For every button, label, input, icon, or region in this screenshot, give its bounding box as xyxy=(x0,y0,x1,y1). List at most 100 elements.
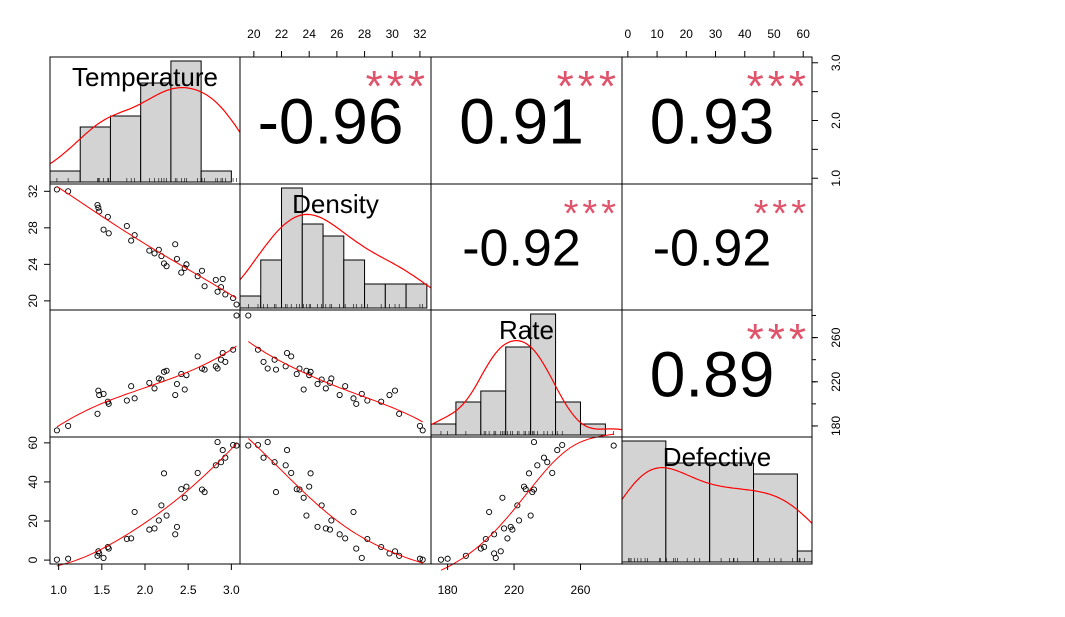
x-tick-label-defective: 20 xyxy=(680,27,694,41)
x-tick-label-rate: 220 xyxy=(504,583,524,597)
scatter-point-defective-vs-rate xyxy=(501,525,508,532)
scatter-point-defective-vs-temperature xyxy=(201,489,208,496)
scatter-point-rate-vs-density xyxy=(260,358,267,365)
scatter-point-rate-vs-density xyxy=(419,427,426,434)
panel-frame xyxy=(49,183,241,311)
histogram-bar-defective xyxy=(709,462,755,563)
scatter-point-rate-vs-temperature xyxy=(94,410,101,417)
scatter-point-rate-vs-temperature xyxy=(128,383,135,390)
scatter-point-defective-vs-temperature xyxy=(194,469,201,477)
variable-label-temperature: Temperature xyxy=(72,62,218,92)
scatter-point-rate-vs-density xyxy=(288,353,295,360)
scatter-point-defective-vs-rate xyxy=(544,459,551,466)
scatter-point-defective-vs-density xyxy=(260,454,267,461)
scatter-point-defective-vs-density xyxy=(306,483,313,490)
scatter-point-defective-vs-temperature xyxy=(222,454,229,461)
scatter-point-defective-vs-density xyxy=(322,525,329,532)
scatter-point-rate-vs-temperature xyxy=(163,367,170,374)
scatter-point-defective-vs-temperature xyxy=(131,508,138,516)
scatter-point-defective-vs-rate xyxy=(554,447,561,454)
scatter-point-density-vs-temperature xyxy=(181,264,188,272)
smooth-line-density-vs-temperature xyxy=(56,185,237,299)
smooth-line-defective-vs-density xyxy=(247,438,423,564)
scatter-point-density-vs-temperature xyxy=(201,283,208,290)
correlation-value: 0.89 xyxy=(650,339,775,411)
y-tick-label-rate: 260 xyxy=(829,327,843,347)
scatter-point-density-vs-temperature xyxy=(100,226,107,233)
y-tick-label-temperature: 3.0 xyxy=(829,54,843,71)
scatter-point-defective-vs-rate xyxy=(499,494,506,501)
histogram-bar-density xyxy=(239,295,262,309)
y-tick-label-density: 32 xyxy=(26,184,40,198)
scatter-point-defective-vs-rate xyxy=(527,512,534,519)
significance-stars: *** xyxy=(747,62,810,111)
scatter-point-defective-vs-temperature xyxy=(160,470,168,477)
scatter-point-rate-vs-temperature xyxy=(65,422,72,430)
histogram-bar-density xyxy=(343,259,366,309)
scatter-layer xyxy=(53,186,617,563)
scatter-point-density-vs-temperature xyxy=(214,288,221,295)
scatter-point-rate-vs-density xyxy=(293,371,300,378)
scatter-point-defective-vs-density xyxy=(336,531,343,538)
x-tick-label-defective: 60 xyxy=(797,27,811,41)
scatter-point-rate-vs-density xyxy=(328,375,335,382)
y-tick-label-density: 28 xyxy=(26,221,40,235)
histogram-bar-rate xyxy=(505,346,532,436)
scatter-point-rate-vs-density xyxy=(416,422,423,430)
histogram-bar-rate xyxy=(430,423,457,436)
histogram-bar-density xyxy=(405,283,428,309)
scatter-point-rate-vs-temperature xyxy=(181,386,188,393)
variable-label-density: Density xyxy=(292,189,379,219)
scatter-point-density-vs-temperature xyxy=(95,204,102,211)
scatter-point-density-vs-temperature xyxy=(94,201,101,209)
scatter-point-defective-vs-rate xyxy=(540,454,547,461)
histogram-bar-defective xyxy=(753,473,798,563)
scatter-point-defective-vs-density xyxy=(353,545,360,552)
scatter-point-density-vs-temperature xyxy=(172,241,179,248)
smooth-line-defective-vs-rate xyxy=(440,433,614,571)
scatter-point-density-vs-temperature xyxy=(123,222,130,230)
x-tick-label-density: 30 xyxy=(386,27,400,41)
scatter-point-rate-vs-density xyxy=(396,410,403,417)
scatter-point-defective-vs-temperature xyxy=(173,523,181,530)
scatter-point-defective-vs-density xyxy=(314,523,321,530)
scatter-point-density-vs-temperature xyxy=(104,213,111,220)
scatter-point-density-vs-temperature xyxy=(212,276,219,283)
scatter-point-rate-vs-temperature xyxy=(194,353,201,360)
scatter-point-defective-vs-temperature xyxy=(65,555,72,562)
scatter-point-defective-vs-density xyxy=(378,543,385,551)
scatter-point-rate-vs-density xyxy=(358,390,365,397)
scatter-point-defective-vs-rate xyxy=(549,469,556,477)
y-tick-label-density: 24 xyxy=(26,257,40,271)
panel-frame xyxy=(49,309,241,438)
scatter-point-defective-vs-temperature xyxy=(155,517,162,524)
density-curve-rate xyxy=(430,339,623,431)
scatter-point-defective-vs-temperature xyxy=(219,447,226,454)
scatter-point-rate-vs-temperature xyxy=(201,366,208,373)
scatter-point-defective-vs-temperature xyxy=(181,494,188,501)
panel-frame xyxy=(621,436,813,565)
scatter-point-defective-vs-density xyxy=(419,556,426,563)
scatter-point-defective-vs-rate xyxy=(610,442,617,449)
scatter-point-defective-vs-rate xyxy=(462,552,469,559)
scatter-point-defective-vs-rate xyxy=(520,483,528,490)
histogram-bar-density xyxy=(260,259,283,309)
scatter-point-defective-vs-rate xyxy=(497,548,504,555)
x-tick-label-temperature: 2.0 xyxy=(137,583,154,597)
x-tick-label-defective: 50 xyxy=(767,27,781,41)
scatter-point-rate-vs-density xyxy=(264,365,271,372)
correlation-value: -0.92 xyxy=(653,220,772,278)
scatter-point-defective-vs-density xyxy=(326,526,334,533)
histogram-bar-defective xyxy=(665,462,711,563)
scatter-point-defective-vs-density xyxy=(245,442,252,449)
x-tick-label-density: 28 xyxy=(358,27,372,41)
scatter-point-defective-vs-density xyxy=(358,554,365,561)
scatter-point-defective-vs-temperature xyxy=(178,486,185,493)
histogram-bar-density xyxy=(364,283,386,309)
x-tick-label-temperature: 1.0 xyxy=(50,583,67,597)
x-tick-label-temperature: 1.5 xyxy=(93,583,110,597)
scatter-point-defective-vs-density xyxy=(293,486,300,493)
scatter-point-defective-vs-density xyxy=(342,535,349,542)
axes-layer: 1.0 1.5 2.0 2.5 3.0 180 220 260 20 22 24 26 28 30 32 0 1… xyxy=(26,27,843,597)
